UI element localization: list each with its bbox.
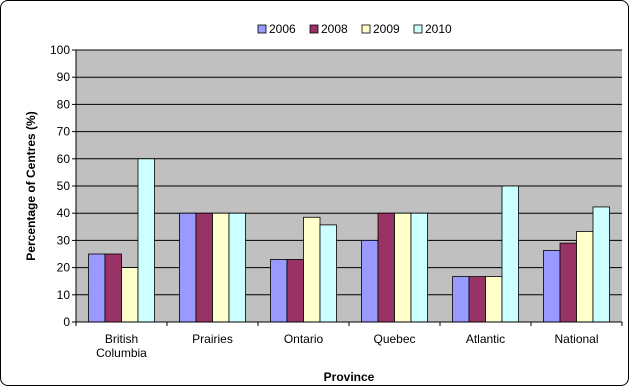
bar-2010 <box>228 212 246 323</box>
y-tick-label: 0 <box>63 315 70 329</box>
y-tick-label: 100 <box>50 43 70 57</box>
y-tick-labels: 0 10 20 30 40 50 60 70 80 90 100 <box>50 43 70 329</box>
y-tick-label: 10 <box>57 288 71 302</box>
y-tick-label: 20 <box>57 261 71 275</box>
bar-2010 <box>137 158 155 323</box>
bar-2006 <box>452 276 470 323</box>
bar-2010 <box>501 185 519 323</box>
bar-2009 <box>212 212 230 323</box>
y-tick-label: 30 <box>57 233 71 247</box>
legend-label-2009: 2009 <box>373 22 400 36</box>
x-tick-label: Atlantic <box>466 332 505 346</box>
y-tick-label: 50 <box>57 179 71 193</box>
bar-2006 <box>179 212 197 323</box>
bar-2009 <box>576 231 594 323</box>
x-tick-label: Quebec <box>373 332 415 346</box>
y-tick-label: 80 <box>57 97 71 111</box>
bar-2008 <box>377 212 395 323</box>
bar-2008 <box>286 259 304 323</box>
legend-swatch-2010 <box>413 24 423 34</box>
x-axis-title: Province <box>324 370 375 384</box>
y-tick-label: 60 <box>57 152 71 166</box>
legend-swatch-2006 <box>257 24 267 34</box>
legend-swatch-2008 <box>309 24 319 34</box>
bar-2010 <box>319 224 337 323</box>
bar-2006 <box>270 259 288 323</box>
y-tick-label: 70 <box>57 125 71 139</box>
bar-2009 <box>303 216 321 323</box>
x-tick-label: Prairies <box>192 332 233 346</box>
legend-label-2006: 2006 <box>269 22 296 36</box>
gridlines <box>76 49 622 296</box>
bar-2010 <box>410 212 428 323</box>
legend-label-2008: 2008 <box>321 22 348 36</box>
bar-2010 <box>592 206 610 323</box>
y-tick-label: 40 <box>57 206 71 220</box>
bar-2009 <box>485 276 503 323</box>
bar-2006 <box>361 239 379 323</box>
y-axis-title: Percentage of Centres (%) <box>24 111 38 260</box>
bar-2006 <box>543 250 561 323</box>
x-tick-label: Ontario <box>284 332 324 346</box>
bars <box>88 158 610 323</box>
legend-swatch-2009 <box>361 24 371 34</box>
bar-2008 <box>468 276 486 323</box>
x-tick-label: British <box>105 332 138 346</box>
axes <box>72 49 623 326</box>
legend: 2006 2008 2009 2010 <box>257 22 452 36</box>
y-tick-label: 90 <box>57 70 71 84</box>
bar-2009 <box>121 267 139 323</box>
bar-2009 <box>394 212 412 323</box>
bar-2006 <box>88 253 106 323</box>
bar-2008 <box>104 253 122 323</box>
legend-label-2010: 2010 <box>425 22 452 36</box>
bar-2008 <box>195 212 213 323</box>
x-tick-label: Columbia <box>96 346 147 360</box>
x-tick-label: National <box>554 332 598 346</box>
bar-2008 <box>559 242 577 323</box>
